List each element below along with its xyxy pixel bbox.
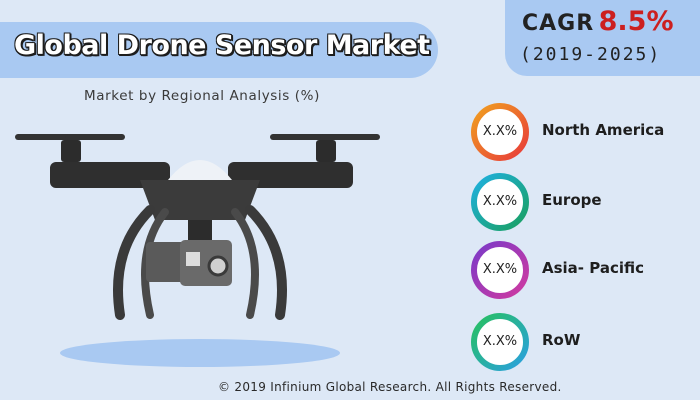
leg-right-inner [231, 208, 259, 319]
drone-shadow [60, 339, 340, 367]
region-item: X.X% Asia- Pacific [470, 240, 700, 300]
ring-icon [471, 241, 529, 299]
page-subtitle: Market by Regional Analysis (%) [84, 88, 320, 104]
ring-icon [471, 103, 529, 161]
gimbal-mount [188, 220, 212, 242]
ring-icon [471, 313, 529, 371]
drone-dome [168, 160, 232, 180]
copyright-footer: © 2019 Infinium Global Research. All Rig… [218, 380, 562, 394]
region-value: X.X% [482, 262, 518, 277]
region-item: X.X% North America [470, 102, 700, 162]
propeller-right-outer [270, 134, 380, 140]
region-item: X.X% Europe [470, 172, 700, 232]
cagr-label: CAGR [522, 11, 595, 36]
cagr-value: 8.5% [598, 6, 674, 37]
leg-right-outer [245, 205, 287, 320]
region-label: North America [542, 121, 665, 139]
motor-left [61, 140, 81, 162]
region-value: X.X% [482, 334, 518, 349]
cagr-period: (2019-2025) [520, 44, 662, 65]
region-item: X.X% RoW [470, 312, 700, 372]
region-label: Asia- Pacific [542, 259, 645, 277]
cagr-box [505, 0, 700, 76]
region-value: X.X% [482, 124, 518, 139]
leg-left-outer [113, 205, 155, 320]
propeller-left-outer [15, 134, 125, 140]
arm-left [50, 162, 170, 188]
camera-body [146, 242, 186, 282]
drone-body [140, 180, 260, 220]
title-banner [0, 22, 438, 78]
region-label: Europe [542, 191, 602, 209]
page-title: Global Drone Sensor Market [14, 30, 430, 61]
camera-display [186, 252, 200, 266]
motor-right [316, 140, 336, 162]
drone-illustration [15, 134, 380, 367]
cagr-line: CAGR 8.5% [522, 6, 674, 37]
region-value: X.X% [482, 194, 518, 209]
region-label: RoW [542, 331, 581, 349]
camera-lens [207, 255, 229, 277]
ring-icon [471, 173, 529, 231]
